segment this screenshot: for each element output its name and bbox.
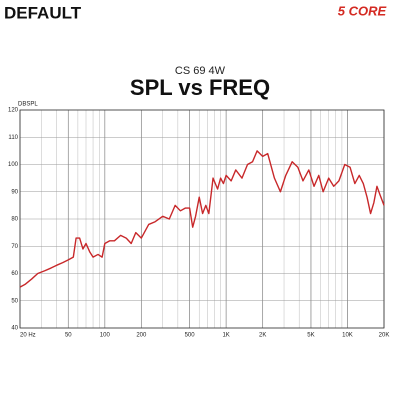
y-tick-label: 70 bbox=[11, 244, 18, 250]
y-tick-label: 80 bbox=[11, 217, 18, 223]
chart-subtitle: CS 69 4W bbox=[175, 65, 226, 77]
x-tick-label: 20 Hz bbox=[20, 333, 36, 339]
y-axis-label: DBSPL bbox=[18, 102, 38, 108]
x-tick-label: 100 bbox=[100, 333, 111, 339]
x-tick-label: 200 bbox=[136, 333, 147, 339]
x-tick-label: 1K bbox=[222, 333, 229, 339]
x-tick-label: 50 bbox=[65, 333, 72, 339]
chart-title: SPL vs FREQ bbox=[130, 75, 270, 100]
x-tick-label: 10K bbox=[342, 333, 353, 339]
label: DEFAULT bbox=[4, 3, 82, 22]
x-tick-label: 20K bbox=[379, 333, 390, 339]
y-tick-label: 60 bbox=[11, 271, 18, 277]
y-tick-label: 120 bbox=[8, 108, 19, 114]
series-line bbox=[19, 150, 385, 288]
x-tick-label: 5K bbox=[307, 333, 314, 339]
y-tick-label: 100 bbox=[8, 162, 19, 168]
x-tick-label: 500 bbox=[185, 333, 196, 339]
plot-frame bbox=[19, 109, 385, 329]
y-tick-label: 40 bbox=[11, 326, 18, 332]
x-tick-label: 2K bbox=[259, 333, 266, 339]
y-tick-label: 110 bbox=[8, 135, 18, 141]
logo: 5 CORE bbox=[338, 3, 387, 18]
y-tick-label: 90 bbox=[11, 189, 18, 195]
y-tick-label: 50 bbox=[11, 298, 18, 304]
